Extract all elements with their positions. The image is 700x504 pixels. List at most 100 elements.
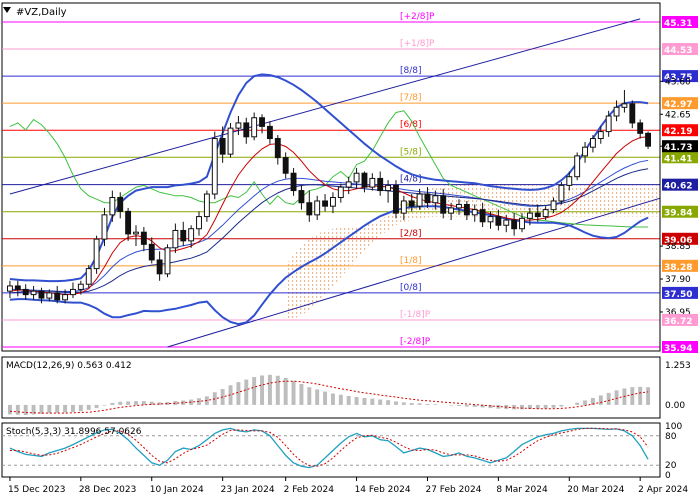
candle: [448, 202, 455, 221]
candle: [235, 115, 242, 136]
time-tick-label: 20 Mar 2024: [567, 485, 624, 495]
candle: [140, 226, 147, 252]
macd-signal-line: [9, 380, 649, 414]
candle: [479, 202, 486, 227]
candle: [582, 142, 588, 163]
candle-body-bull: [471, 209, 478, 216]
candle-body-bull: [526, 212, 533, 219]
candle-body-bull: [519, 217, 525, 230]
candle: [219, 126, 226, 163]
candle: [259, 114, 265, 134]
candle: [243, 117, 250, 144]
candle: [613, 100, 620, 122]
murrey-label-78: [7/8]: [400, 93, 422, 103]
candle: [22, 284, 29, 300]
candle: [38, 287, 45, 304]
candle-body-bull: [329, 197, 336, 207]
candle-body-bull: [432, 195, 439, 204]
ma-navy-line: [9, 168, 649, 294]
stoch-axis-label: 80: [665, 432, 677, 442]
collapse-arrow-icon[interactable]: [3, 7, 11, 13]
candle: [14, 280, 21, 297]
candle-body-bull: [93, 238, 100, 270]
candle: [196, 211, 202, 236]
candle: [440, 188, 447, 219]
candle-body-bear: [361, 172, 368, 188]
main-panel-frame: [1, 2, 661, 352]
candle: [93, 235, 100, 274]
candle: [621, 89, 628, 113]
candle: [637, 119, 644, 139]
time-axis: 15 Dec 2023 28 Dec 2023 10 Jan 2024 23 Jan …: [8, 477, 688, 495]
candle-body-bull: [345, 181, 352, 188]
candle: [589, 135, 596, 153]
stoch-axis-label: 100: [665, 422, 682, 432]
candle-body-bull: [566, 176, 573, 186]
candle-body-bull: [227, 127, 234, 155]
price-tag-bg: [662, 313, 698, 326]
price-tag-label: 39.84: [664, 209, 692, 219]
candle-body-bear: [534, 212, 541, 218]
symbol-title: #VZ,Daily: [16, 7, 67, 18]
candle: [456, 199, 462, 215]
kumo-area: [285, 183, 660, 321]
candle-body-bull: [337, 186, 344, 199]
bollinger-lower: [9, 205, 649, 326]
candle-body-bull: [314, 200, 321, 216]
candle-body-bear: [440, 195, 447, 214]
candle: [385, 180, 392, 203]
macd-axis-label: 0.00: [665, 401, 685, 411]
stoch-axis-label: 0: [665, 471, 671, 481]
candle: [298, 185, 305, 210]
candle: [645, 131, 652, 149]
candle: [534, 204, 541, 222]
candle-body-bear: [377, 177, 384, 192]
candle-body-bear: [14, 285, 21, 290]
stoch-panel-frame: [1, 422, 661, 478]
candle-body-bear: [243, 122, 250, 138]
candle-body-bull: [542, 209, 549, 218]
channel-lower-line: [167, 197, 660, 348]
candle: [566, 171, 573, 191]
stoch-main-line: [9, 427, 649, 469]
price-tag-bg: [662, 70, 698, 83]
candle: [400, 195, 407, 221]
candle-body-bear: [140, 231, 147, 245]
ma-red-line: [9, 136, 649, 296]
channel-upper-line: [9, 18, 641, 195]
murrey-label-p1: [+1/8]P: [400, 39, 435, 49]
price-tick-label: 37.90: [665, 275, 691, 285]
candle-body-bear: [259, 117, 265, 127]
candle: [101, 207, 108, 247]
candle-body-bull: [164, 247, 171, 275]
macd-axis-label: 1.253: [665, 361, 691, 371]
murrey-label-68: [6/8]: [400, 120, 422, 130]
stoch-label: Stoch(5,3,3) 31.8996 57.0626: [6, 427, 142, 437]
candle: [408, 194, 415, 212]
candle-body-bear: [148, 243, 155, 261]
price-tag-label: 35.94: [664, 344, 692, 354]
candle-body-bull: [416, 193, 423, 207]
price-tag-bg: [662, 43, 698, 56]
candle: [164, 244, 171, 278]
price-tick-label: 36.95: [665, 308, 691, 318]
price-tag-label: 41.41: [664, 154, 692, 164]
candle: [62, 289, 69, 304]
candle-body-bull: [589, 138, 596, 148]
candle-body-bear: [408, 200, 415, 207]
price-tag-bg: [662, 97, 698, 110]
murrey-label-28: [2/8]: [400, 229, 422, 239]
price-tag-bg: [662, 286, 698, 299]
stoch-axis-label: 20: [665, 461, 677, 471]
candle: [188, 225, 195, 248]
candle: [314, 195, 321, 221]
candle-body-bull: [235, 122, 242, 129]
candle: [337, 183, 344, 203]
time-tick-label: 10 Jan 2024: [150, 485, 204, 495]
candle-body-bull: [613, 106, 620, 117]
candle-body-bull: [196, 216, 202, 230]
candle-body-bull: [30, 290, 37, 296]
candle-body-bear: [511, 219, 518, 230]
candle-body-bull: [77, 283, 84, 290]
